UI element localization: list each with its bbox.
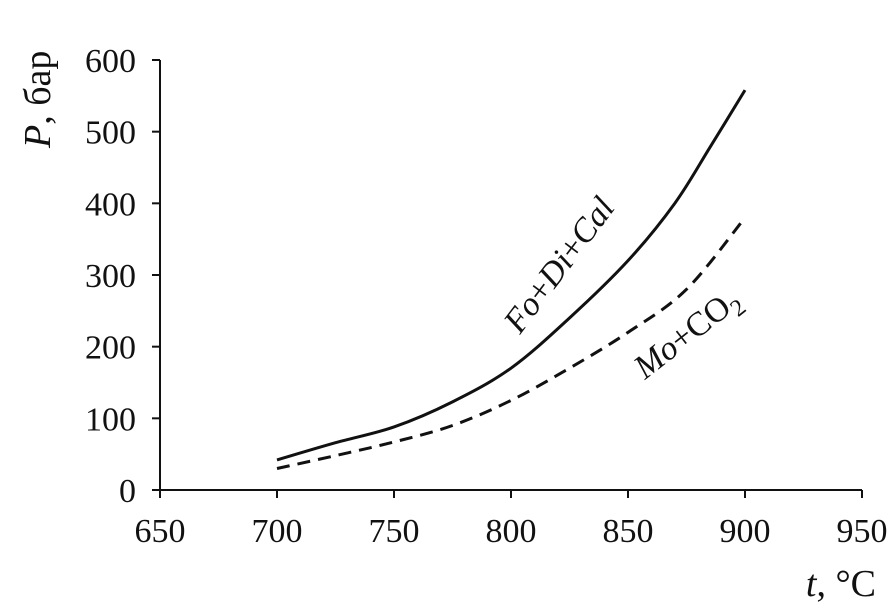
x-axis-unit: , °C [816,563,876,605]
y-tick-label: 200 [85,330,136,367]
x-tick-label: 700 [252,513,303,550]
x-axis-title: t, °C [806,563,876,605]
y-tick-label: 500 [85,115,136,152]
y-tick-label: 600 [85,43,136,80]
x-tick-label: 950 [837,513,888,550]
y-axis-variable: P [17,125,59,149]
series-label-mo-co2: Mo+CO2 [626,281,751,392]
x-tick-label: 800 [486,513,537,550]
y-tick-label: 100 [85,401,136,438]
series-line-fo-di-cal [276,89,747,462]
x-tick-label: 900 [720,513,771,550]
tick-labels: 0 100 200 300 400 500 600 650 700 750 800 850 900 950 [85,43,888,550]
axes [152,59,863,498]
x-tick-label: 750 [369,513,420,550]
x-tick-label: 850 [603,513,654,550]
series-line-mo-co2 [276,216,747,470]
series-label-fo-di-cal: Fo+Di+Cal [496,190,622,340]
y-axis-unit: , бар [17,51,59,125]
y-tick-label: 0 [119,473,136,510]
y-tick-label: 400 [85,186,136,223]
x-axis-variable: t [806,563,818,605]
series-lines [276,89,747,470]
x-tick-label: 650 [135,513,186,550]
y-tick-label: 300 [85,258,136,295]
y-axis-title: P, бар [17,51,59,149]
